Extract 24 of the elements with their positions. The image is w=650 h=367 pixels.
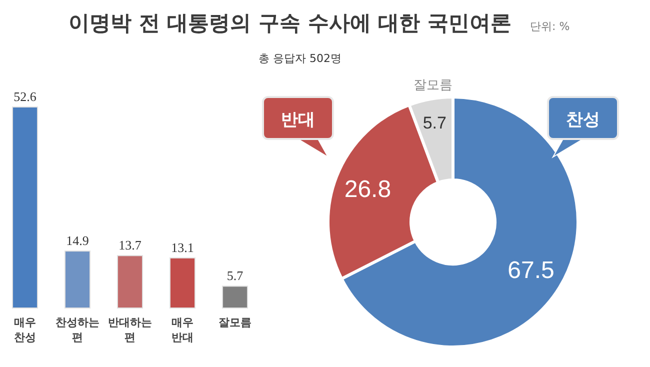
data-label: 26.8 [344, 176, 392, 203]
data-label: 13.7 [118, 238, 142, 253]
x-tick-label: 잘모름 [218, 316, 252, 329]
x-tick-label: 매우 찬성 [14, 316, 36, 344]
bar [117, 255, 143, 308]
data-label: 5.7 [422, 114, 446, 133]
x-tick-label: 매우 반대 [172, 316, 194, 344]
x-tick-label: 찬성하는 편 [56, 316, 100, 344]
bar [12, 106, 38, 308]
slice-label: 반대 [281, 110, 315, 130]
data-label: 5.7 [226, 268, 244, 284]
data-label: 67.5 [508, 256, 554, 284]
x-tick-label: 반대하는 편 [108, 316, 152, 344]
slice-label: 찬성 [566, 110, 600, 130]
bar [64, 250, 90, 308]
data-label: 13.1 [171, 240, 194, 255]
text: 단위: % [530, 20, 570, 33]
data-label: 14.9 [66, 233, 89, 248]
data-label: 52.6 [14, 89, 37, 104]
text: 총 응답자 502명 [258, 52, 342, 65]
slice-label: 잘모름 [413, 78, 452, 93]
chart-title: 이명박 전 대통령의 구속 수사에 대한 국민여론 [68, 11, 512, 35]
bar [170, 257, 196, 308]
bar [222, 286, 248, 308]
